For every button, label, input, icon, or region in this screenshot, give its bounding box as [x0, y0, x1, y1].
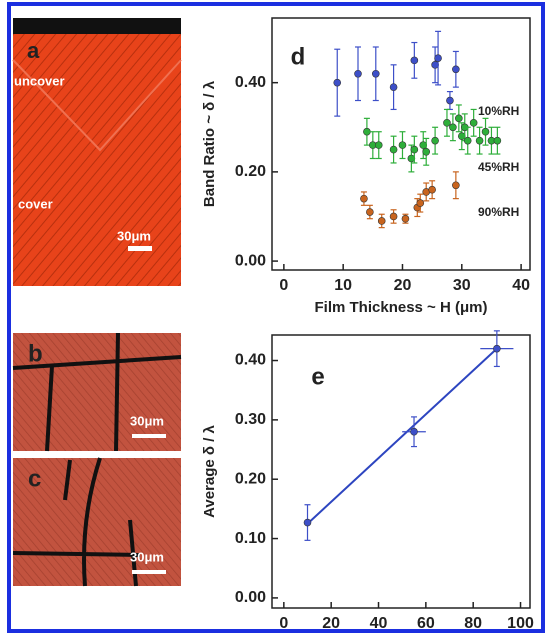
x-tick-label: 30: [453, 277, 471, 294]
point: [475, 136, 484, 145]
point: [469, 119, 478, 127]
series-label: 45%RH: [478, 160, 519, 174]
x-tick-label: 80: [464, 615, 482, 632]
point: [446, 96, 454, 105]
y-tick-label: 0.20: [235, 163, 266, 180]
point: [366, 208, 374, 216]
micrograph-c: [12, 457, 181, 587]
panel-label: b: [28, 340, 43, 367]
x-tick-label: 20: [322, 615, 340, 632]
point: [422, 148, 431, 156]
point: [389, 83, 398, 91]
point: [416, 199, 425, 207]
plot-frame: [271, 17, 531, 271]
y-tick-label: 0.40: [235, 74, 266, 91]
scale-bar-label: 30μm: [130, 413, 164, 428]
y-tick-label: 0.00: [235, 252, 266, 269]
point: [443, 119, 451, 127]
point: [449, 123, 457, 132]
annotation: cover: [18, 196, 53, 211]
panel-label: d: [291, 43, 306, 70]
point: [481, 127, 490, 136]
point: [371, 69, 380, 78]
point: [452, 65, 460, 74]
annotation: uncover: [14, 73, 65, 88]
point: [389, 212, 398, 221]
point: [452, 181, 460, 190]
x-tick-label: 0: [279, 277, 288, 294]
y-tick-label: 0.30: [235, 411, 266, 428]
point: [410, 145, 419, 154]
point: [389, 145, 398, 154]
x-tick-label: 20: [394, 277, 412, 294]
scale-bar-label: 30μm: [130, 549, 164, 564]
point: [360, 194, 368, 203]
point: [398, 141, 407, 149]
micrograph-b: [12, 332, 182, 452]
point: [354, 69, 362, 78]
point: [493, 344, 501, 353]
point: [363, 127, 371, 136]
point: [333, 78, 342, 87]
panel-label: a: [27, 38, 40, 63]
scale-bar-label: 30μm: [117, 228, 151, 243]
point: [455, 114, 463, 123]
point: [463, 136, 472, 145]
panel-label: c: [28, 465, 41, 492]
frame: [7, 2, 545, 633]
y-tick-label: 0.10: [235, 530, 266, 547]
point: [303, 518, 312, 527]
x-tick-label: 100: [507, 615, 534, 632]
x-tick-label: 40: [370, 615, 388, 632]
point: [410, 427, 418, 436]
point: [377, 217, 386, 225]
y-tick-label: 0.20: [235, 470, 266, 487]
point: [434, 54, 442, 62]
plot-frame: [271, 334, 531, 609]
series-label: 90%RH: [478, 205, 519, 219]
x-tick-label: 0: [279, 615, 288, 632]
micrograph-a: [12, 18, 182, 286]
panel-label: e: [311, 363, 324, 390]
y-axis-label: Average δ / λ: [201, 424, 218, 517]
x-tick-label: 40: [512, 277, 530, 294]
y-axis-label: Band Ratio ~ δ / λ: [201, 80, 218, 207]
point: [410, 56, 419, 65]
x-tick-label: 60: [417, 615, 435, 632]
series-label: 10%RH: [478, 104, 519, 118]
y-tick-label: 0.00: [235, 589, 266, 606]
x-tick-label: 10: [334, 277, 352, 294]
point: [431, 136, 439, 145]
y-tick-label: 0.40: [235, 352, 266, 369]
point: [401, 214, 410, 223]
point: [428, 185, 436, 194]
fit-line: [306, 347, 498, 525]
point: [493, 136, 502, 145]
point: [374, 141, 383, 149]
x-axis-label: Film Thickness ~ H (μm): [315, 299, 488, 316]
